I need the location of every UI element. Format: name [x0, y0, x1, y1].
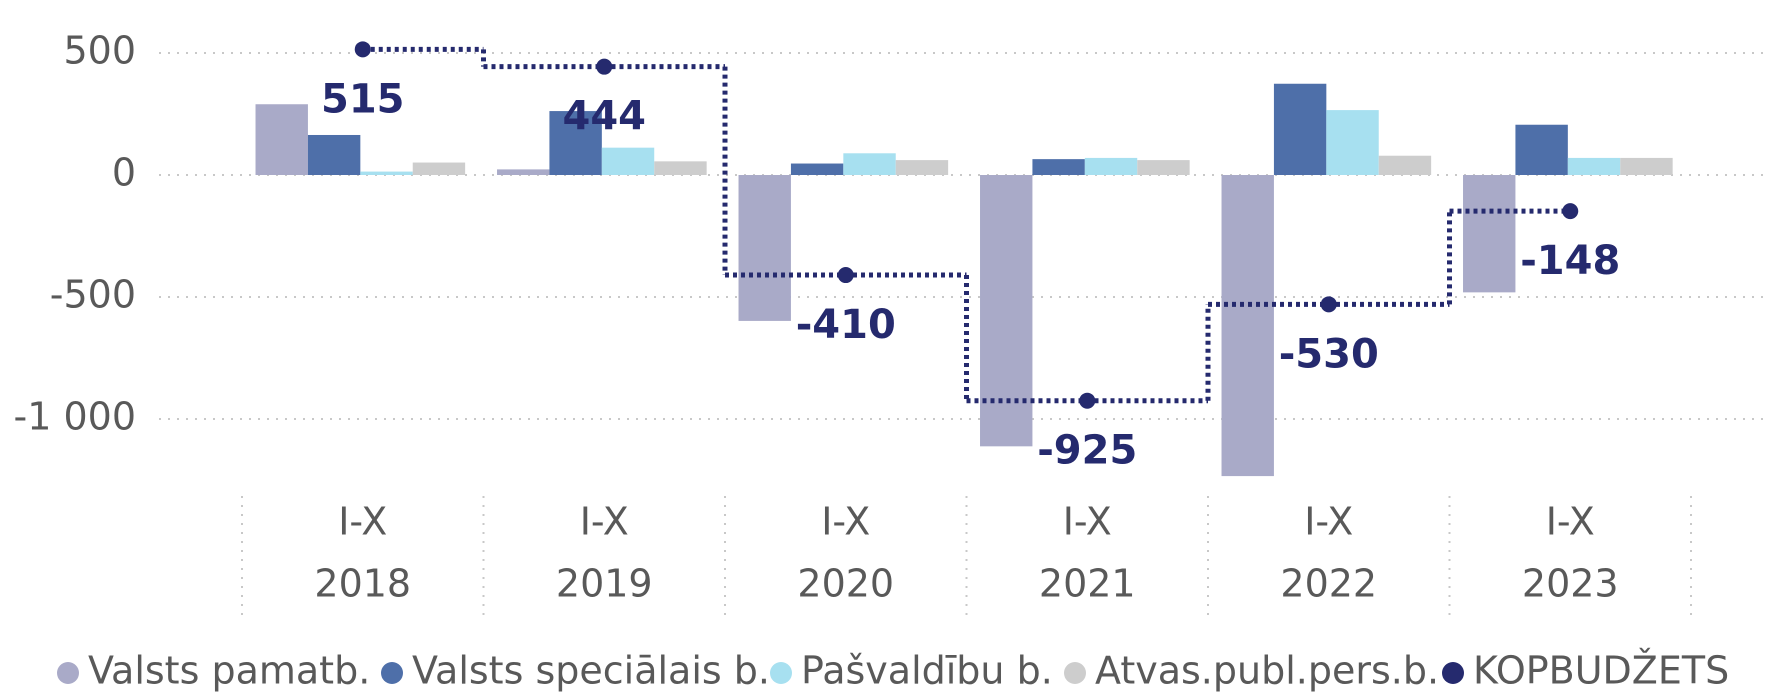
x-tick-label: 2021: [1039, 562, 1136, 606]
data-label: 515: [321, 76, 405, 122]
bar: [307, 134, 361, 175]
bar: [601, 147, 655, 175]
bar: [1221, 175, 1274, 477]
legend-label: KOPBUDŽETS: [1473, 649, 1729, 693]
x-tick-label: I-X: [821, 500, 870, 544]
bar: [255, 104, 308, 175]
bar: [497, 169, 550, 175]
line-marker: [1320, 296, 1337, 313]
legend-marker: [1064, 662, 1086, 684]
y-tick-label: 0: [112, 151, 136, 195]
x-tick-label: I-X: [1546, 500, 1595, 544]
legend-marker: [57, 662, 79, 684]
bar: [360, 171, 413, 175]
y-tick-label: -1 000: [14, 395, 137, 439]
data-label: 444: [563, 94, 647, 140]
x-tick-label: I-X: [1063, 500, 1112, 544]
data-label: -148: [1520, 238, 1620, 284]
bar: [412, 162, 466, 175]
data-label: -530: [1279, 331, 1379, 377]
y-tick-label: 500: [63, 29, 136, 73]
x-tick-label: 2020: [797, 562, 894, 606]
data-label: -410: [796, 302, 896, 348]
x-tick-label: 2022: [1280, 562, 1377, 606]
x-tick-label: I-X: [338, 500, 387, 544]
line-marker: [837, 267, 854, 284]
bar: [738, 175, 791, 321]
bar: [1032, 159, 1085, 175]
line-marker: [354, 41, 371, 58]
line-marker: [596, 58, 613, 75]
bar: [549, 111, 602, 175]
legend-label: Atvas.publ.pers.b.: [1095, 649, 1439, 693]
bar: [1273, 83, 1327, 175]
bar: [1620, 157, 1673, 175]
bar: [1326, 110, 1379, 175]
bar: [1378, 155, 1432, 175]
line-marker: [1562, 203, 1579, 220]
x-tick-label: I-X: [1304, 500, 1353, 544]
legend-label: Valsts pamatb.: [88, 649, 370, 693]
data-label: -925: [1037, 428, 1137, 474]
bar: [1515, 124, 1568, 175]
y-tick-label: -500: [50, 273, 136, 317]
legend-marker: [770, 662, 792, 684]
bar: [1463, 175, 1516, 293]
bar: [843, 153, 896, 175]
bar: [790, 163, 844, 175]
x-tick-label: 2023: [1522, 562, 1619, 606]
bar: [980, 175, 1033, 447]
x-tick-label: 2019: [556, 562, 653, 606]
line-marker: [1079, 392, 1096, 409]
bar: [895, 160, 949, 175]
x-tick-label: 2018: [314, 562, 411, 606]
bar: [1137, 160, 1190, 175]
legend-marker: [1442, 662, 1464, 684]
bar: [1567, 157, 1621, 175]
bar: [1084, 157, 1138, 175]
legend-label: Valsts speciālais b.: [412, 649, 770, 693]
legend-marker: [381, 662, 403, 684]
bar: [654, 161, 707, 175]
legend-label: Pašvaldību b.: [801, 649, 1053, 693]
x-tick-label: I-X: [580, 500, 629, 544]
